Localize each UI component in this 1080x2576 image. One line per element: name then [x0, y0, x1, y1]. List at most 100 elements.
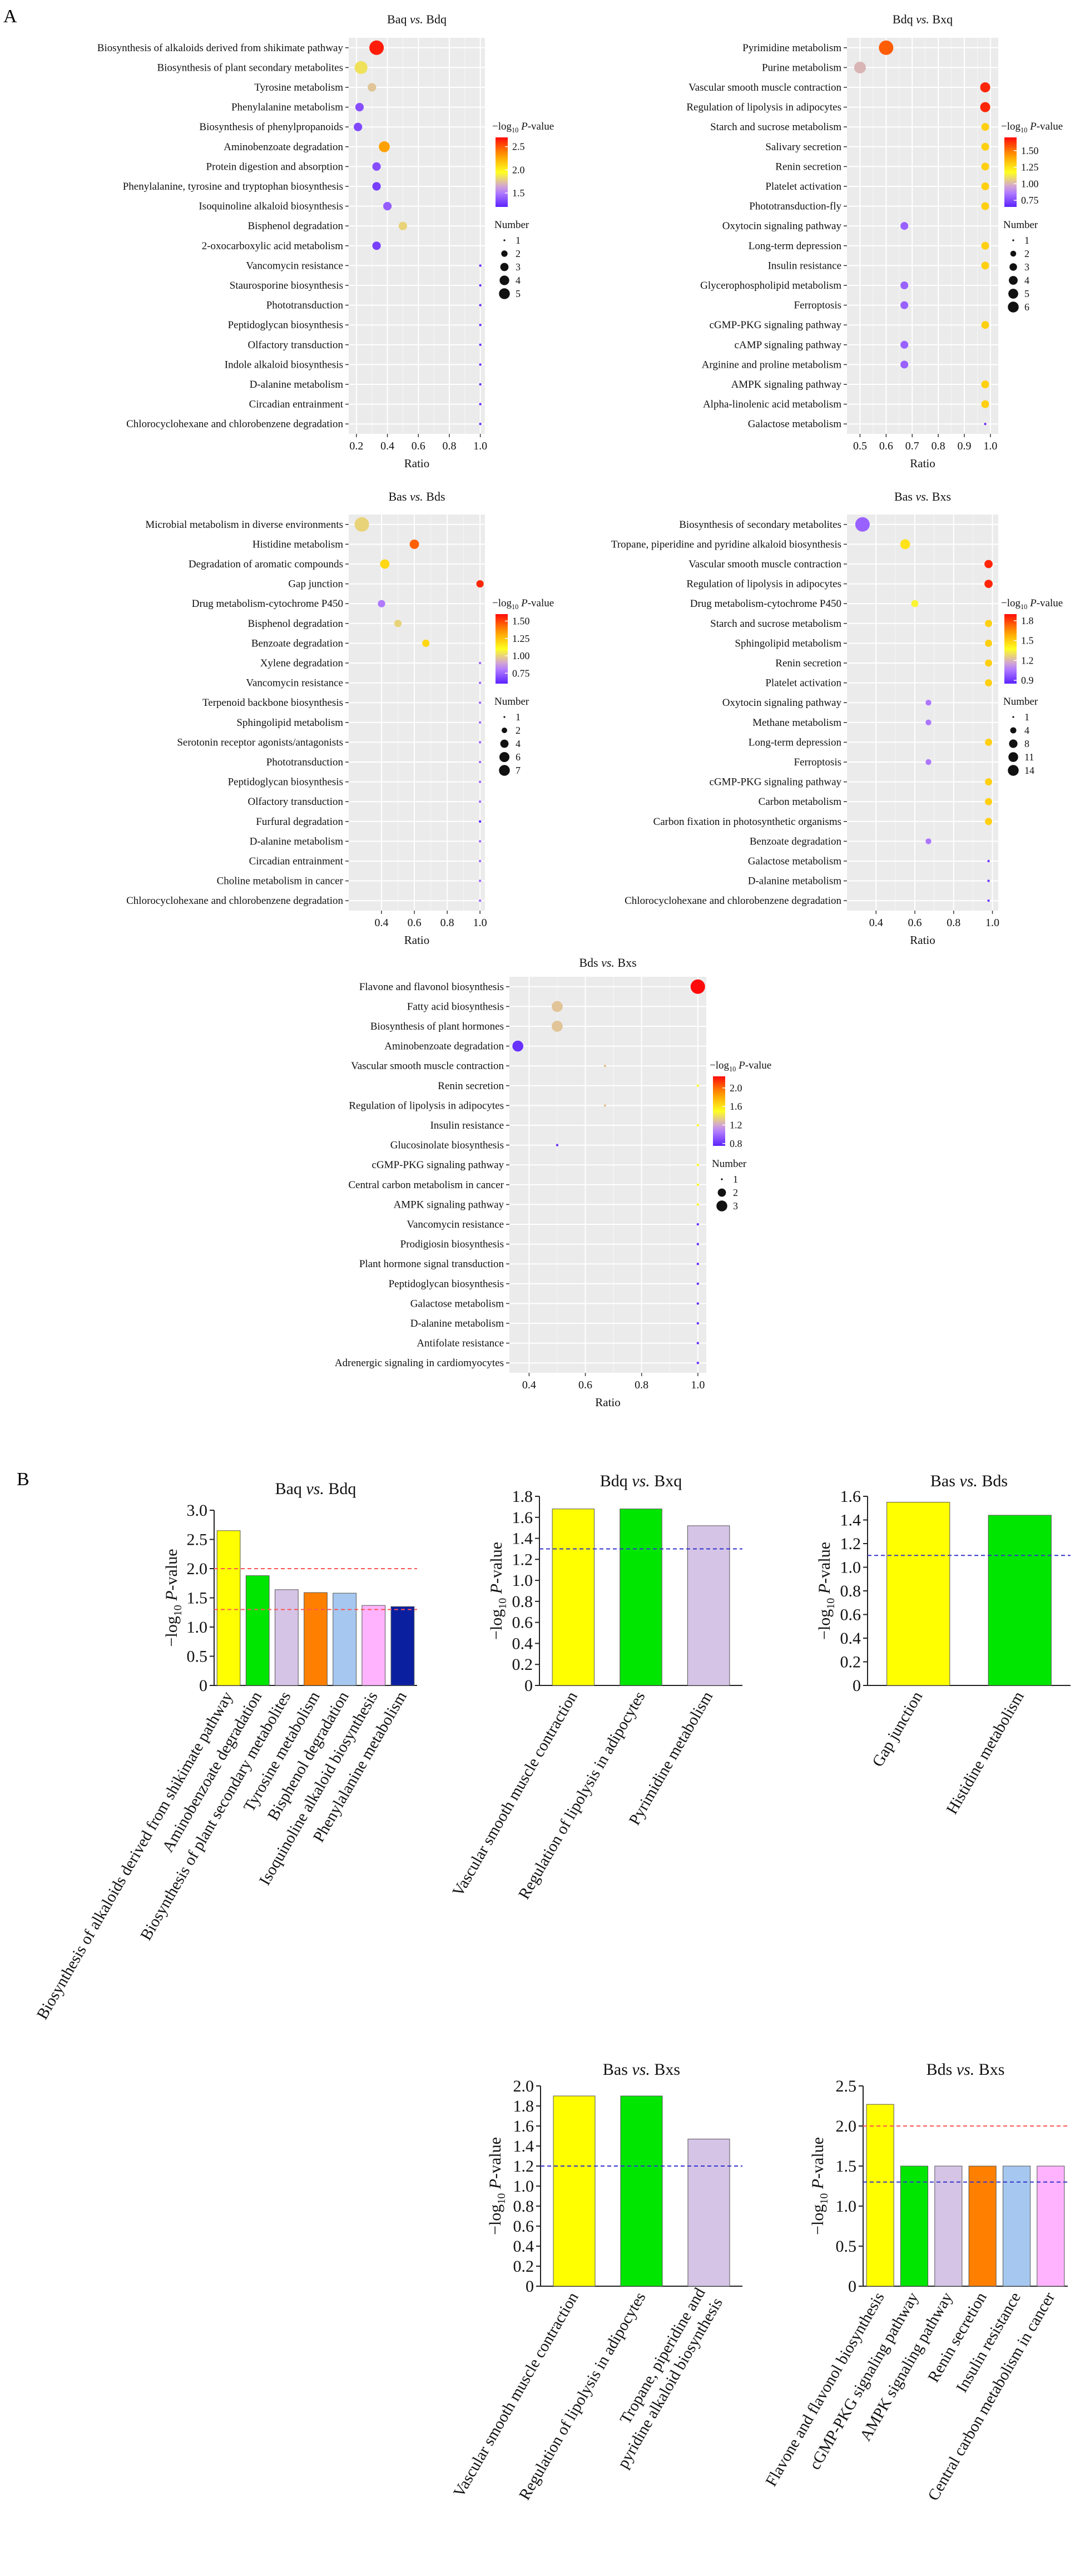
term-label: Renin secretion [775, 657, 841, 669]
term-label: Phenylalanine, tyrosine and tryptophan b… [123, 181, 343, 192]
term-label: Renin secretion [775, 161, 841, 172]
bar [968, 2165, 997, 2287]
bubble-point [368, 83, 376, 92]
size-legend-label: 4 [1024, 275, 1029, 286]
bubble-point [696, 1302, 700, 1305]
y-tick-label: 0.8 [840, 1582, 861, 1600]
y-tick-label: 1.6 [513, 2117, 534, 2135]
bar [620, 1509, 662, 1686]
term-label: Regulation of lipolysis in adipocytes [686, 102, 841, 113]
panel-label-b: B [17, 1469, 29, 1490]
plot-background [349, 38, 485, 434]
size-legend-dot [499, 288, 510, 299]
bubble-point [476, 580, 484, 588]
bubble-point [378, 600, 385, 607]
size-legend-label: 3 [1024, 261, 1029, 273]
term-label: Microbial metabolism in diverse environm… [145, 519, 343, 531]
term-label: AMPK signaling pathway [394, 1199, 504, 1210]
bubble-point [479, 423, 482, 426]
size-legend-title: Number [494, 696, 529, 708]
term-label: Insulin resistance [430, 1120, 504, 1131]
plot-background [509, 977, 706, 1373]
bar [620, 2095, 663, 2287]
bubble-point [552, 1001, 563, 1012]
size-legend-label: 14 [1024, 765, 1034, 776]
bubble-point [479, 264, 482, 267]
size-legend-label: 5 [1024, 288, 1029, 299]
bubble-point [372, 241, 381, 250]
term-label: Peptidoglycan biosynthesis [228, 319, 343, 331]
x-tick-label: 0.4 [522, 1379, 536, 1391]
term-label: Alpha-linolenic acid metabolism [703, 399, 841, 411]
bar-chart: 0 0.5 1.0 1.5 2.0 2.5 3.0 −log10 P-value Biosynt… [33, 1480, 417, 2023]
bubble-point [479, 284, 482, 287]
bubble-point [479, 343, 482, 346]
term-label: Olfactory transduction [248, 796, 344, 808]
bubble-point [925, 759, 932, 765]
size-legend-label: 3 [733, 1200, 738, 1212]
color-bar [496, 614, 508, 684]
term-label: AMPK signaling pathway [731, 379, 842, 390]
bubble-point [696, 1183, 700, 1186]
term-label: Serotonin receptor agonists/antagonists [177, 736, 343, 748]
size-legend-dot [1008, 765, 1019, 776]
size-legend-dot [1012, 239, 1014, 241]
bubble-point [696, 1223, 700, 1226]
x-tick-label: 0.4 [375, 917, 389, 929]
term-label: Pyrimidine metabolism [742, 42, 841, 54]
bubble-point [981, 142, 989, 151]
y-tick-label: 0.6 [512, 1614, 533, 1632]
color-bar [713, 1076, 725, 1146]
chart-title: Bas vs. Bxs [603, 2060, 680, 2079]
chart-title: Bds vs. Bxs [927, 2060, 1005, 2079]
y-tick-label: 2.0 [513, 2077, 534, 2095]
bubble-point [478, 899, 482, 902]
x-tick-label: 1.0 [473, 917, 487, 929]
x-axis-label: Ratio [595, 1396, 621, 1409]
y-tick-label: 0.2 [513, 2257, 534, 2276]
term-label: Aminobenzoate degradation [224, 141, 343, 153]
bubble-point [696, 1203, 700, 1206]
bar [361, 1605, 386, 1686]
bubble-point [354, 122, 363, 131]
bubble-point [603, 1065, 607, 1067]
bar [1037, 2165, 1065, 2287]
size-legend-dot [1009, 276, 1018, 285]
bubble-point [900, 360, 909, 369]
size-legend-label: 1 [733, 1174, 738, 1185]
term-label: Methane metabolism [752, 717, 841, 729]
bubble-point [383, 202, 392, 211]
bubble-chart: Pyrimidine metabolism Purine metabolism Va… [686, 12, 1063, 470]
y-tick-label: 0 [526, 2277, 534, 2296]
term-label: Oxytocin signaling pathway [722, 220, 842, 232]
bubble-point [925, 838, 932, 844]
y-tick-label: 2.0 [187, 1560, 208, 1578]
color-legend-title: −log10 P-value [1001, 121, 1063, 134]
x-tick-label: 1.0 [983, 440, 997, 452]
y-tick-label: 1.5 [187, 1589, 208, 1608]
chart-title: Baq vs. Bdq [387, 12, 447, 26]
charts-layer: Biosynthesis of alkaloids derived from s… [33, 12, 1071, 2504]
term-label: Phototransduction-fly [749, 201, 841, 212]
term-label: Chlorocyclohexane and chlorobenzene degr… [126, 418, 343, 430]
bar [390, 1606, 415, 1686]
color-bar-label: 1.6 [730, 1101, 742, 1112]
size-legend-dot [503, 239, 506, 241]
bubble-point [696, 1124, 700, 1127]
term-label: Salivary secretion [765, 141, 841, 153]
bubble-point [372, 182, 381, 191]
x-tick-label: 0.6 [408, 917, 422, 929]
bubble-point [981, 162, 989, 171]
bubble-point [354, 517, 369, 532]
bubble-chart: Flavone and flavonol biosynthesis Fatty a… [335, 956, 771, 1409]
color-bar-label: 1.00 [1021, 178, 1039, 189]
term-label: Biosynthesis of alkaloids derived from s… [97, 42, 344, 54]
bubble-point [854, 61, 866, 73]
term-label: Furfural degradation [256, 816, 343, 828]
bubble-point [479, 403, 482, 406]
bubble-point [479, 363, 482, 366]
bubble-point [696, 1282, 700, 1285]
bubble-point [985, 818, 993, 825]
color-bar-label: 2.5 [512, 141, 525, 152]
x-tick-label: 1.0 [473, 440, 487, 452]
